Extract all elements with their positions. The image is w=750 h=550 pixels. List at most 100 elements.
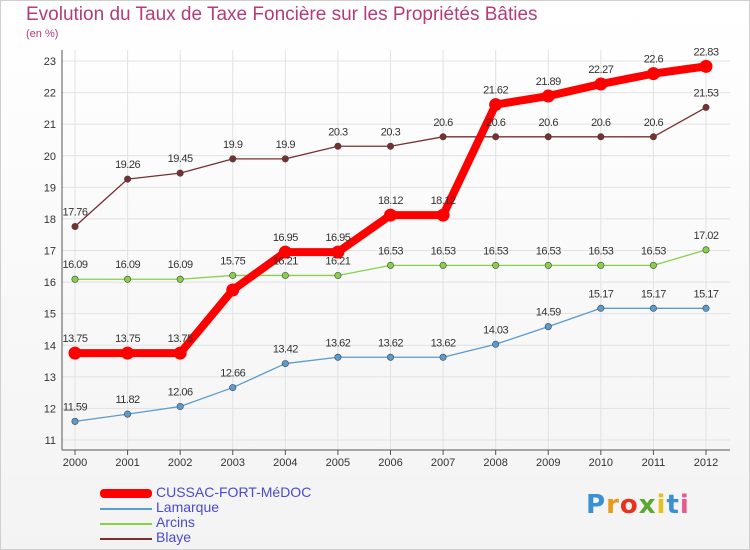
data-label: 16.53 [536,245,561,257]
data-label: 22.6 [644,54,664,66]
data-label: 20.3 [381,126,401,138]
legend-label-cussac: CUSSAC-FORT-MéDOC [156,484,312,500]
y-tick-label: 11 [45,435,56,447]
data-point [439,133,447,141]
y-tick-label: 20 [44,151,56,163]
data-point [334,353,342,361]
y-tick-label: 19 [44,182,56,194]
data-point [71,222,79,230]
x-tick-label: 2011 [642,457,666,469]
data-point [646,67,660,81]
logo-letter: i [679,490,690,520]
proxiti-logo: Proxiti [586,490,690,520]
data-point [124,175,132,183]
data-point [544,133,552,141]
data-label: 17.76 [62,206,87,218]
data-point [124,275,132,283]
data-label: 13.62 [325,337,350,349]
data-point [386,142,394,150]
data-label: 16.21 [273,255,298,267]
data-point [489,98,503,112]
data-label: 19.9 [276,139,296,151]
chart-title: Evolution du Taux de Taxe Foncière sur l… [26,4,538,25]
data-point [173,346,187,360]
axes: 11 12 13 14 15 16 17 18 19 20 21 22 23 2000 2001 2002 20… [44,50,730,469]
data-point [492,261,500,269]
data-label: 13.75 [62,333,87,345]
data-point [68,346,82,360]
data-label: 13.75 [115,333,140,345]
y-tick-label: 14 [44,340,56,352]
data-label: 18.12 [431,195,456,207]
data-label: 16.53 [641,245,666,257]
y-tick-label: 17 [44,246,56,258]
data-point [71,417,79,425]
x-tick-label: 2003 [221,457,245,469]
legend-swatch-cussac [100,489,152,498]
data-label: 20.6 [539,117,559,129]
data-label: 16.95 [325,232,350,244]
data-label: 13.62 [431,337,456,349]
x-tick-label: 2008 [483,457,507,469]
data-point [121,346,135,360]
data-point [281,360,289,368]
x-tick-label: 2005 [326,457,350,469]
data-label: 22.83 [693,46,718,58]
data-point [384,208,397,222]
data-point [386,353,394,361]
legend-swatch-arcins [100,523,152,525]
x-tick-label: 2010 [589,457,613,469]
data-point [176,403,184,411]
x-tick-label: 2000 [63,457,87,469]
x-tick-label: 2007 [431,457,455,469]
data-point [597,304,605,312]
data-point [544,261,552,269]
y-tick-label: 15 [44,309,56,321]
legend-swatch-blaye [100,538,152,540]
data-label: 14.59 [536,307,561,319]
data-point [541,89,555,103]
data-label: 15.75 [220,255,245,267]
logo-letter: P [586,490,607,520]
data-point [281,271,289,279]
x-tick-label: 2001 [115,457,139,469]
data-point [71,275,79,283]
series-layer [68,59,713,425]
legend-swatch-lamarque [100,508,152,510]
data-label: 14.03 [483,324,508,336]
data-point [278,245,292,259]
y-tick-label: 13 [44,372,56,384]
data-point [699,59,713,73]
data-label: 16.09 [115,259,140,271]
data-label: 15.17 [641,288,666,300]
data-label: 20.6 [644,117,664,129]
data-point [331,245,345,259]
data-label: 16.21 [325,255,350,267]
data-label: 19.45 [168,153,193,165]
grid-lines [62,50,730,450]
data-point [386,261,394,269]
data-point [439,353,447,361]
data-point [176,169,184,177]
data-label: 15.17 [588,288,613,300]
data-label: 11.59 [63,401,88,413]
data-label: 19.26 [115,159,140,171]
data-point [229,271,237,279]
data-point [229,155,237,163]
logo-letter: x [638,490,657,520]
data-label: 21.53 [693,87,718,99]
y-tick-label: 12 [44,403,56,415]
x-tick-label: 2006 [378,457,402,469]
data-label: 16.95 [273,232,298,244]
logo-letter: r [606,490,620,520]
data-point [702,246,710,254]
data-label: 13.42 [273,344,298,356]
y-tick-label: 18 [44,214,56,226]
data-label: 20.6 [486,117,506,129]
x-tick-label: 2012 [694,457,718,469]
data-label: 16.53 [588,245,613,257]
data-point [436,208,450,222]
x-tick-label: 2009 [536,457,560,469]
